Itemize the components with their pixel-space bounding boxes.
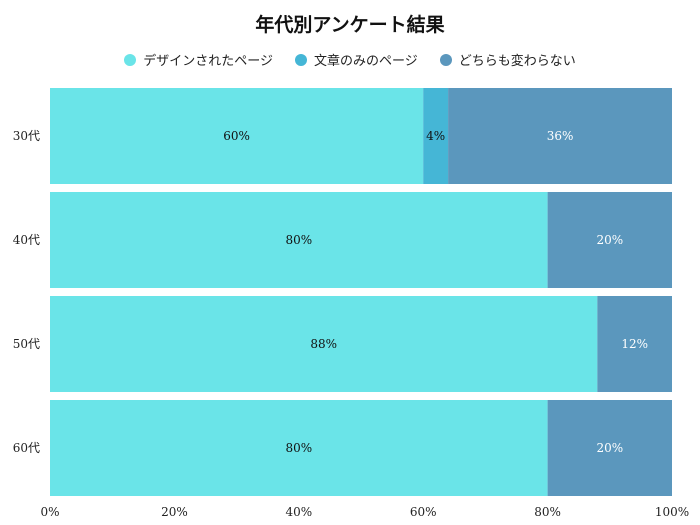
- chart-title: 年代別アンケート結果: [255, 14, 445, 36]
- x-tick-label: 20%: [161, 505, 188, 519]
- y-tick-label: 30代: [13, 129, 40, 143]
- data-label: 80%: [285, 441, 312, 455]
- data-label: 12%: [621, 337, 648, 351]
- y-tick-label: 60代: [13, 441, 40, 455]
- data-label: 20%: [596, 233, 623, 247]
- legend-item-2[interactable]: どちらも変わらない: [439, 50, 576, 69]
- bar-segment: [50, 296, 598, 392]
- data-label: 20%: [596, 441, 623, 455]
- x-tick-label: 0%: [40, 505, 59, 519]
- x-tick-label: 60%: [410, 505, 437, 519]
- bar-segment: [597, 296, 672, 392]
- bar-segment: [448, 88, 672, 184]
- legend-swatch: [294, 53, 307, 66]
- legend: デザインされたページ 文章のみのページ どちらも変わらない: [0, 50, 700, 69]
- data-label: 4%: [426, 129, 445, 143]
- legend-label: 文章のみのページ: [313, 54, 418, 69]
- legend-swatch: [124, 53, 137, 66]
- y-tick-label: 50代: [13, 337, 40, 351]
- legend-item-0[interactable]: デザインされたページ: [124, 50, 273, 69]
- bar-segment: [50, 400, 548, 496]
- data-label: 88%: [310, 337, 337, 351]
- bar-segment: [547, 192, 672, 288]
- legend-label: デザインされたページ: [143, 54, 273, 69]
- legend-swatch: [439, 53, 452, 66]
- data-label: 60%: [223, 129, 250, 143]
- bar-segment: [423, 88, 449, 184]
- bar-segment: [50, 88, 424, 184]
- legend-item-1[interactable]: 文章のみのページ: [294, 50, 418, 69]
- x-tick-label: 100%: [655, 505, 689, 519]
- legend-label: どちらも変わらない: [458, 54, 576, 69]
- y-tick-label: 40代: [13, 233, 40, 247]
- data-label: 80%: [285, 233, 312, 247]
- x-tick-label: 80%: [534, 505, 561, 519]
- bar-segment: [50, 192, 548, 288]
- bar-segment: [547, 400, 672, 496]
- x-tick-label: 40%: [285, 505, 312, 519]
- data-label: 36%: [547, 129, 574, 143]
